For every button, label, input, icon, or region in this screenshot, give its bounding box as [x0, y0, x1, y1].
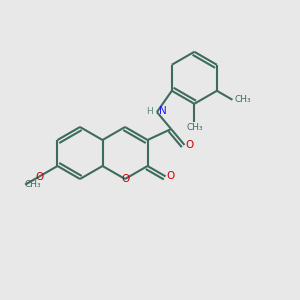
Text: O: O: [185, 140, 194, 150]
Text: CH₃: CH₃: [234, 95, 251, 104]
Text: O: O: [35, 172, 43, 182]
Text: CH₃: CH₃: [186, 123, 203, 132]
Text: CH₃: CH₃: [24, 180, 41, 189]
Text: O: O: [121, 174, 129, 184]
Text: H: H: [146, 106, 153, 116]
Text: N: N: [159, 106, 167, 116]
Text: O: O: [167, 171, 175, 182]
